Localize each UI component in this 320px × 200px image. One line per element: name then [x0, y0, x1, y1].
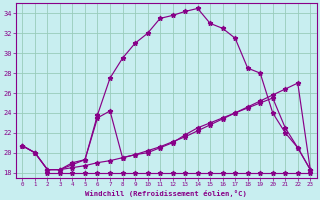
X-axis label: Windchill (Refroidissement éolien,°C): Windchill (Refroidissement éolien,°C) — [85, 190, 247, 197]
